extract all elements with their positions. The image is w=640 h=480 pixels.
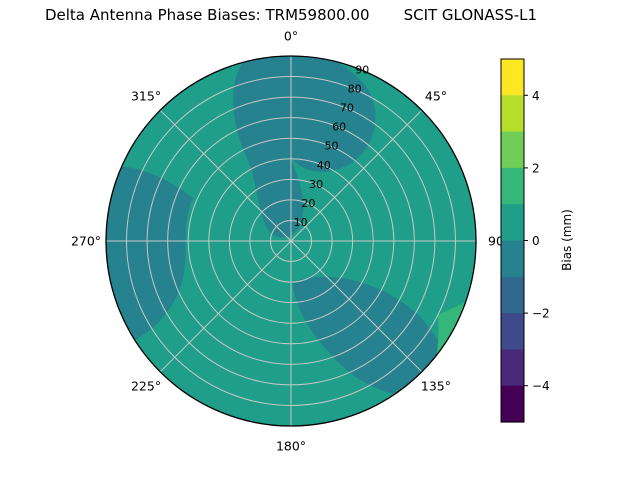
colorbar-tick-label: 4 [532, 89, 540, 103]
azimuth-tick-label: 90 [488, 234, 504, 249]
grid-spoke [290, 240, 423, 373]
polar-outline [105, 55, 477, 427]
grid-spoke [159, 240, 292, 373]
figure-title: Delta Antenna Phase Biases: TRM59800.00 … [0, 6, 582, 24]
azimuth-tick-labels: 0° 45° 90 135° 180° 225° 270° 315° [71, 29, 504, 454]
radial-tick-labels: 10 20 30 40 50 60 70 80 90 [294, 63, 370, 228]
grid-spoke [290, 109, 423, 242]
colorbar-band [501, 204, 524, 242]
colorbar-title: Bias (mm) [560, 209, 574, 271]
colorbar-tick-label: −4 [532, 379, 550, 393]
colorbar-band [501, 349, 524, 387]
colorbar-band [501, 240, 524, 278]
radial-tick-label: 90 [355, 63, 369, 76]
contour-region-low-top-arm [233, 56, 376, 238]
azimuth-tick-label: 315° [131, 89, 161, 104]
colorbar-tick-label: 0 [532, 234, 540, 248]
colorbar-band [501, 131, 524, 169]
azimuth-tick-label: 270° [71, 234, 101, 249]
colorbar: 4 2 0 −2 −4 [500, 58, 550, 423]
colorbar-band [501, 95, 524, 133]
colorbar-band [501, 385, 524, 423]
radial-tick-label: 70 [340, 102, 354, 115]
azimuth-tick-label: 0° [284, 29, 298, 44]
colorbar-band [501, 313, 524, 350]
azimuth-tick-label: 180° [276, 439, 306, 454]
radial-tick-label: 20 [301, 197, 315, 210]
colorbar-band [501, 59, 524, 96]
radial-tick-label: 10 [294, 216, 308, 229]
radial-tick-label: 40 [317, 159, 331, 172]
polar-grid [106, 56, 476, 426]
radial-tick-label: 60 [332, 121, 346, 134]
grid-spoke [159, 109, 292, 242]
radial-tick-label: 30 [309, 178, 323, 191]
azimuth-tick-label: 225° [131, 378, 161, 393]
radial-tick-label: 50 [325, 140, 339, 153]
colorbar-band [501, 276, 524, 314]
azimuth-tick-label: 45° [425, 89, 447, 104]
colorbar-band [501, 167, 524, 205]
colorbar-tick-label: 2 [532, 161, 540, 175]
figure-title-left: Delta Antenna Phase Biases: TRM59800.00 [44, 6, 370, 24]
figure-title-right: SCIT GLONASS-L1 [403, 6, 538, 24]
colorbar-tick-label: −2 [532, 307, 550, 321]
azimuth-tick-label: 135° [421, 378, 451, 393]
radial-tick-label: 80 [348, 83, 362, 96]
